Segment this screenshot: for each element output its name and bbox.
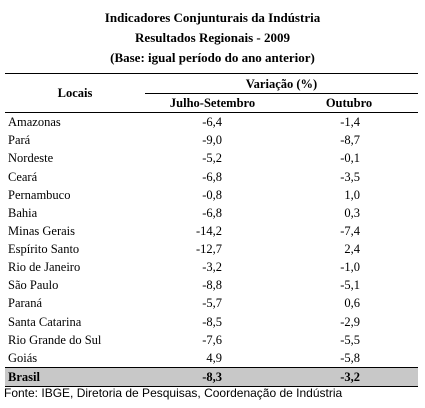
table-row: Rio de Janeiro -3,2 -1,0 [5, 258, 418, 276]
table-cell: -8,5 [202, 314, 222, 329]
table-cell: -7,6 [202, 332, 222, 347]
table-row: Nordeste -5,2 -0,1 [5, 149, 418, 167]
table-cell: -9,0 [202, 133, 222, 148]
table-cell: Espírito Santo [8, 242, 80, 257]
table-cell: -6,8 [202, 205, 222, 220]
table-cell: Rio Grande do Sul [8, 332, 102, 347]
table-cell: Ceará [8, 169, 38, 184]
header-cell: Outubro [325, 96, 373, 111]
note: (Base: igual período do ano anterior) [110, 50, 315, 65]
table-cell: 4,9 [206, 350, 222, 365]
table-cell: -1,4 [340, 115, 360, 130]
table-row: Espírito Santo -12,7 2,4 [5, 240, 418, 258]
table: Locais Variação (%) Julho-Setembro Outub… [5, 73, 418, 388]
table-cell: 2,4 [344, 242, 360, 257]
table-cell: 1,0 [344, 187, 360, 202]
table-cell: -3,5 [340, 169, 360, 184]
table-cell: -0,1 [340, 151, 360, 166]
table-cell: Brasil [5, 366, 145, 388]
header-cell: Julho-Setembro [169, 96, 256, 111]
table-cell: Paraná [8, 296, 43, 311]
subtitle: Resultados Regionais - 2009 [135, 30, 290, 45]
table-cell: -5,8 [340, 350, 360, 365]
table-cell: -5,2 [202, 151, 222, 166]
table-body: Amazonas -6,4 -1,4 Pará -9,0 -8,7 Nordeste -5,2… [5, 113, 418, 388]
table-cell: Rio de Janeiro [8, 260, 81, 275]
table-cell: -8,3 [145, 366, 280, 388]
table-cell: -3,2 [280, 366, 418, 388]
table-cell: -2,9 [340, 314, 360, 329]
table-cell: -6,4 [202, 115, 222, 130]
header-cell: Locais [5, 73, 145, 114]
table-cell: Nordeste [8, 151, 54, 166]
table-cell: -3,2 [202, 260, 222, 275]
table-row: Pará -9,0 -8,7 [5, 131, 418, 149]
table-cell: -12,7 [195, 242, 222, 257]
table-cell: Minas Gerais [8, 223, 75, 238]
table-cell: -7,4 [340, 223, 360, 238]
table-row: Brasil -8,3 -3,2 [5, 366, 418, 388]
table-row: Rio Grande do Sul -7,6 -5,5 [5, 331, 418, 349]
table-cell: Goiás [8, 350, 38, 365]
table-cell: São Paulo [8, 278, 59, 293]
header-cell: Variação (%) [145, 73, 418, 94]
source: Fonte: IBGE, Diretoria de Pesquisas, Coo… [4, 386, 343, 400]
table-cell: -0,8 [202, 187, 222, 202]
table-cell: Amazonas [8, 115, 61, 130]
table-cell: -8,8 [202, 278, 222, 293]
table-row: Pernambuco -0,8 1,0 [5, 186, 418, 204]
table-row: Minas Gerais -14,2 -7,4 [5, 222, 418, 240]
table-cell: 0,6 [344, 296, 360, 311]
table-cell: -5,7 [202, 296, 222, 311]
table-row: Goiás 4,9 -5,8 [5, 349, 418, 368]
table-row: Amazonas -6,4 -1,4 [5, 113, 418, 132]
table-cell: Bahia [8, 205, 38, 220]
table-cell: -1,0 [340, 260, 360, 275]
table-cell: Pernambuco [8, 187, 71, 202]
table-cell: Pará [8, 133, 31, 148]
table-row: Paraná -5,7 0,6 [5, 294, 418, 312]
title: Indicadores Conjunturais da Indústria [104, 10, 321, 25]
table-cell: -5,5 [340, 332, 360, 347]
table-row: Santa Catarina -8,5 -2,9 [5, 313, 418, 331]
table-cell: 0,3 [344, 205, 360, 220]
table-row: Bahia -6,8 0,3 [5, 204, 418, 222]
table-cell: -14,2 [195, 223, 222, 238]
table-row: Ceará -6,8 -3,5 [5, 168, 418, 186]
table-cell: -5,1 [340, 278, 360, 293]
table-cell: -6,8 [202, 169, 222, 184]
table-cell: -8,7 [340, 133, 360, 148]
table-row: São Paulo -8,8 -5,1 [5, 276, 418, 294]
table-cell: Santa Catarina [8, 314, 82, 329]
